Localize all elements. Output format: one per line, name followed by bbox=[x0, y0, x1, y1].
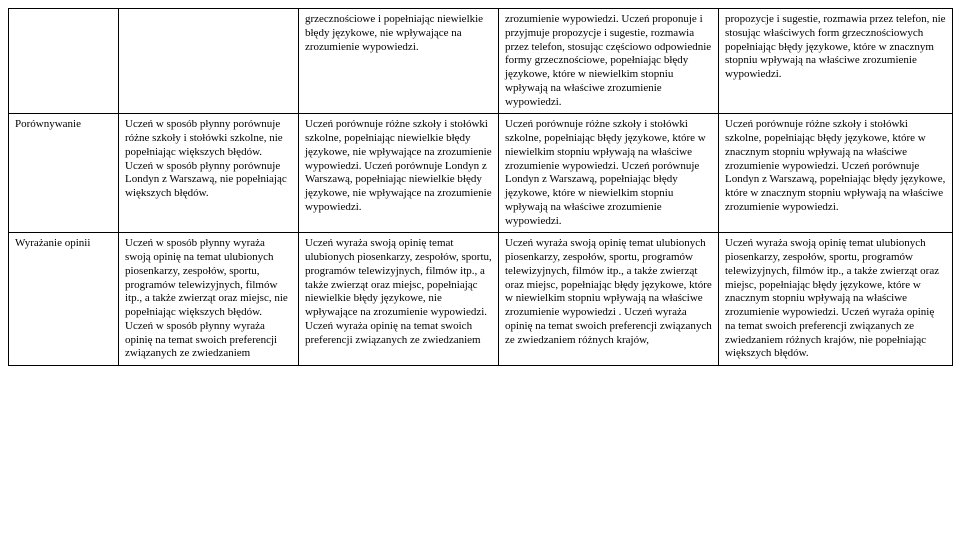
table-row: Wyrażanie opinii Uczeń w sposób płynny w… bbox=[9, 233, 953, 366]
cell-level3: zrozumienie wypowiedzi. Uczeń proponuje … bbox=[499, 9, 719, 114]
rubric-table: grzecznościowe i popełniając niewielkie … bbox=[8, 8, 953, 366]
row-label: Wyrażanie opinii bbox=[9, 233, 119, 366]
cell-level4: propozycje i sugestie, rozmawia przez te… bbox=[719, 9, 953, 114]
cell-level2: Uczeń wyraża swoją opinię temat ulubiony… bbox=[299, 233, 499, 366]
cell-level1: Uczeń w sposób płynny wyraża swoją opini… bbox=[119, 233, 299, 366]
cell-level1 bbox=[119, 9, 299, 114]
cell-level1: Uczeń w sposób płynny porównuje różne sz… bbox=[119, 114, 299, 233]
table-row: Porównywanie Uczeń w sposób płynny porów… bbox=[9, 114, 953, 233]
cell-level2: Uczeń porównuje różne szkoły i stołówki … bbox=[299, 114, 499, 233]
cell-level3: Uczeń wyraża swoją opinię temat ulubiony… bbox=[499, 233, 719, 366]
cell-level4: Uczeń porównuje różne szkoły i stołówki … bbox=[719, 114, 953, 233]
cell-level3: Uczeń porównuje różne szkoły i stołówki … bbox=[499, 114, 719, 233]
row-label bbox=[9, 9, 119, 114]
cell-level2: grzecznościowe i popełniając niewielkie … bbox=[299, 9, 499, 114]
table-row: grzecznościowe i popełniając niewielkie … bbox=[9, 9, 953, 114]
row-label: Porównywanie bbox=[9, 114, 119, 233]
cell-level4: Uczeń wyraża swoją opinię temat ulubiony… bbox=[719, 233, 953, 366]
